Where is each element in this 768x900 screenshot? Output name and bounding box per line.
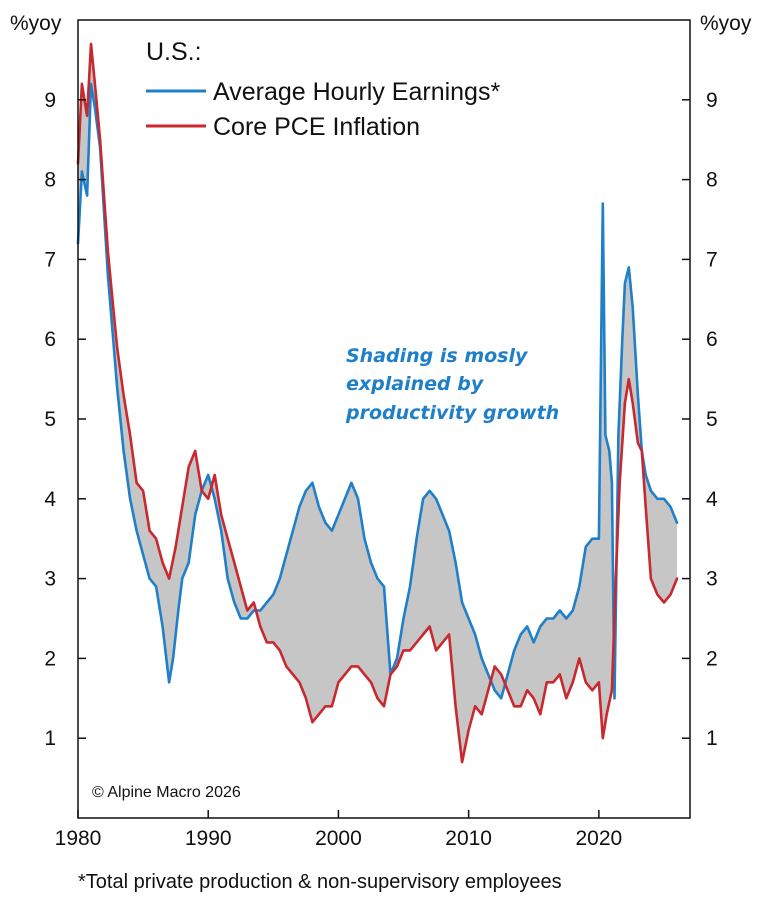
- y-tick-label-right-4: 4: [706, 488, 718, 511]
- legend-title: U.S.:: [146, 38, 202, 66]
- y-tick-label-left-3: 3: [44, 568, 56, 591]
- y-tick-label-right-2: 2: [706, 647, 718, 670]
- y-tick-label-right-7: 7: [706, 248, 718, 271]
- y-tick-label-left-6: 6: [44, 328, 56, 351]
- x-tick-label-2020: 2020: [575, 827, 622, 850]
- footnote: *Total private production & non-supervis…: [78, 871, 562, 893]
- annotation-line-3: productivity growth: [345, 402, 559, 424]
- y-tick-label-left-4: 4: [44, 488, 56, 511]
- series-line-core-pce-inflation: [76, 42, 679, 764]
- y-axis-left: 1 2 3 4 5 6 7 8 9: [44, 89, 86, 750]
- x-axis: 1980 1990 2000 2010 2020: [55, 810, 622, 850]
- y-tick-label-left-7: 7: [44, 248, 56, 271]
- x-tick-label-2010: 2010: [445, 827, 492, 850]
- y-tick-label-right-3: 3: [706, 568, 718, 591]
- y-tick-label-left-8: 8: [44, 169, 56, 192]
- legend-label-average-hourly-earnings: Average Hourly Earnings*: [213, 78, 500, 106]
- copyright: © Alpine Macro 2026: [92, 784, 241, 801]
- y-tick-label-left-1: 1: [44, 727, 56, 750]
- y-tick-label-left-9: 9: [44, 89, 56, 112]
- y-tick-label-right-8: 8: [706, 169, 718, 192]
- shading-area: [78, 43, 677, 763]
- shaded-gap-area: [78, 43, 677, 763]
- legend-label-core-pce-inflation: Core PCE Inflation: [213, 113, 420, 141]
- series-line-average-hourly-earnings: [76, 82, 679, 700]
- x-tick-label-1980: 1980: [55, 827, 102, 850]
- y-axis-right-unit: %yoy: [700, 12, 752, 35]
- y-tick-label-right-5: 5: [706, 408, 718, 431]
- y-tick-label-left-5: 5: [44, 408, 56, 431]
- y-tick-label-right-1: 1: [706, 727, 718, 750]
- annotation-line-1: Shading is mosly: [346, 345, 529, 367]
- series-layer: [76, 42, 679, 764]
- y-axis-left-unit: %yoy: [10, 12, 62, 35]
- legend: U.S.: Average Hourly Earnings* Core PCE …: [146, 38, 500, 141]
- annotation: Shading is mosly explained by productivi…: [345, 345, 559, 424]
- x-tick-label-2000: 2000: [315, 827, 362, 850]
- x-tick-label-1990: 1990: [185, 827, 232, 850]
- annotation-line-2: explained by: [346, 373, 485, 395]
- y-tick-label-right-6: 6: [706, 328, 718, 351]
- y-tick-label-right-9: 9: [706, 89, 718, 112]
- y-axis-right: 1 2 3 4 5 6 7 8 9: [682, 89, 718, 750]
- y-tick-label-left-2: 2: [44, 647, 56, 670]
